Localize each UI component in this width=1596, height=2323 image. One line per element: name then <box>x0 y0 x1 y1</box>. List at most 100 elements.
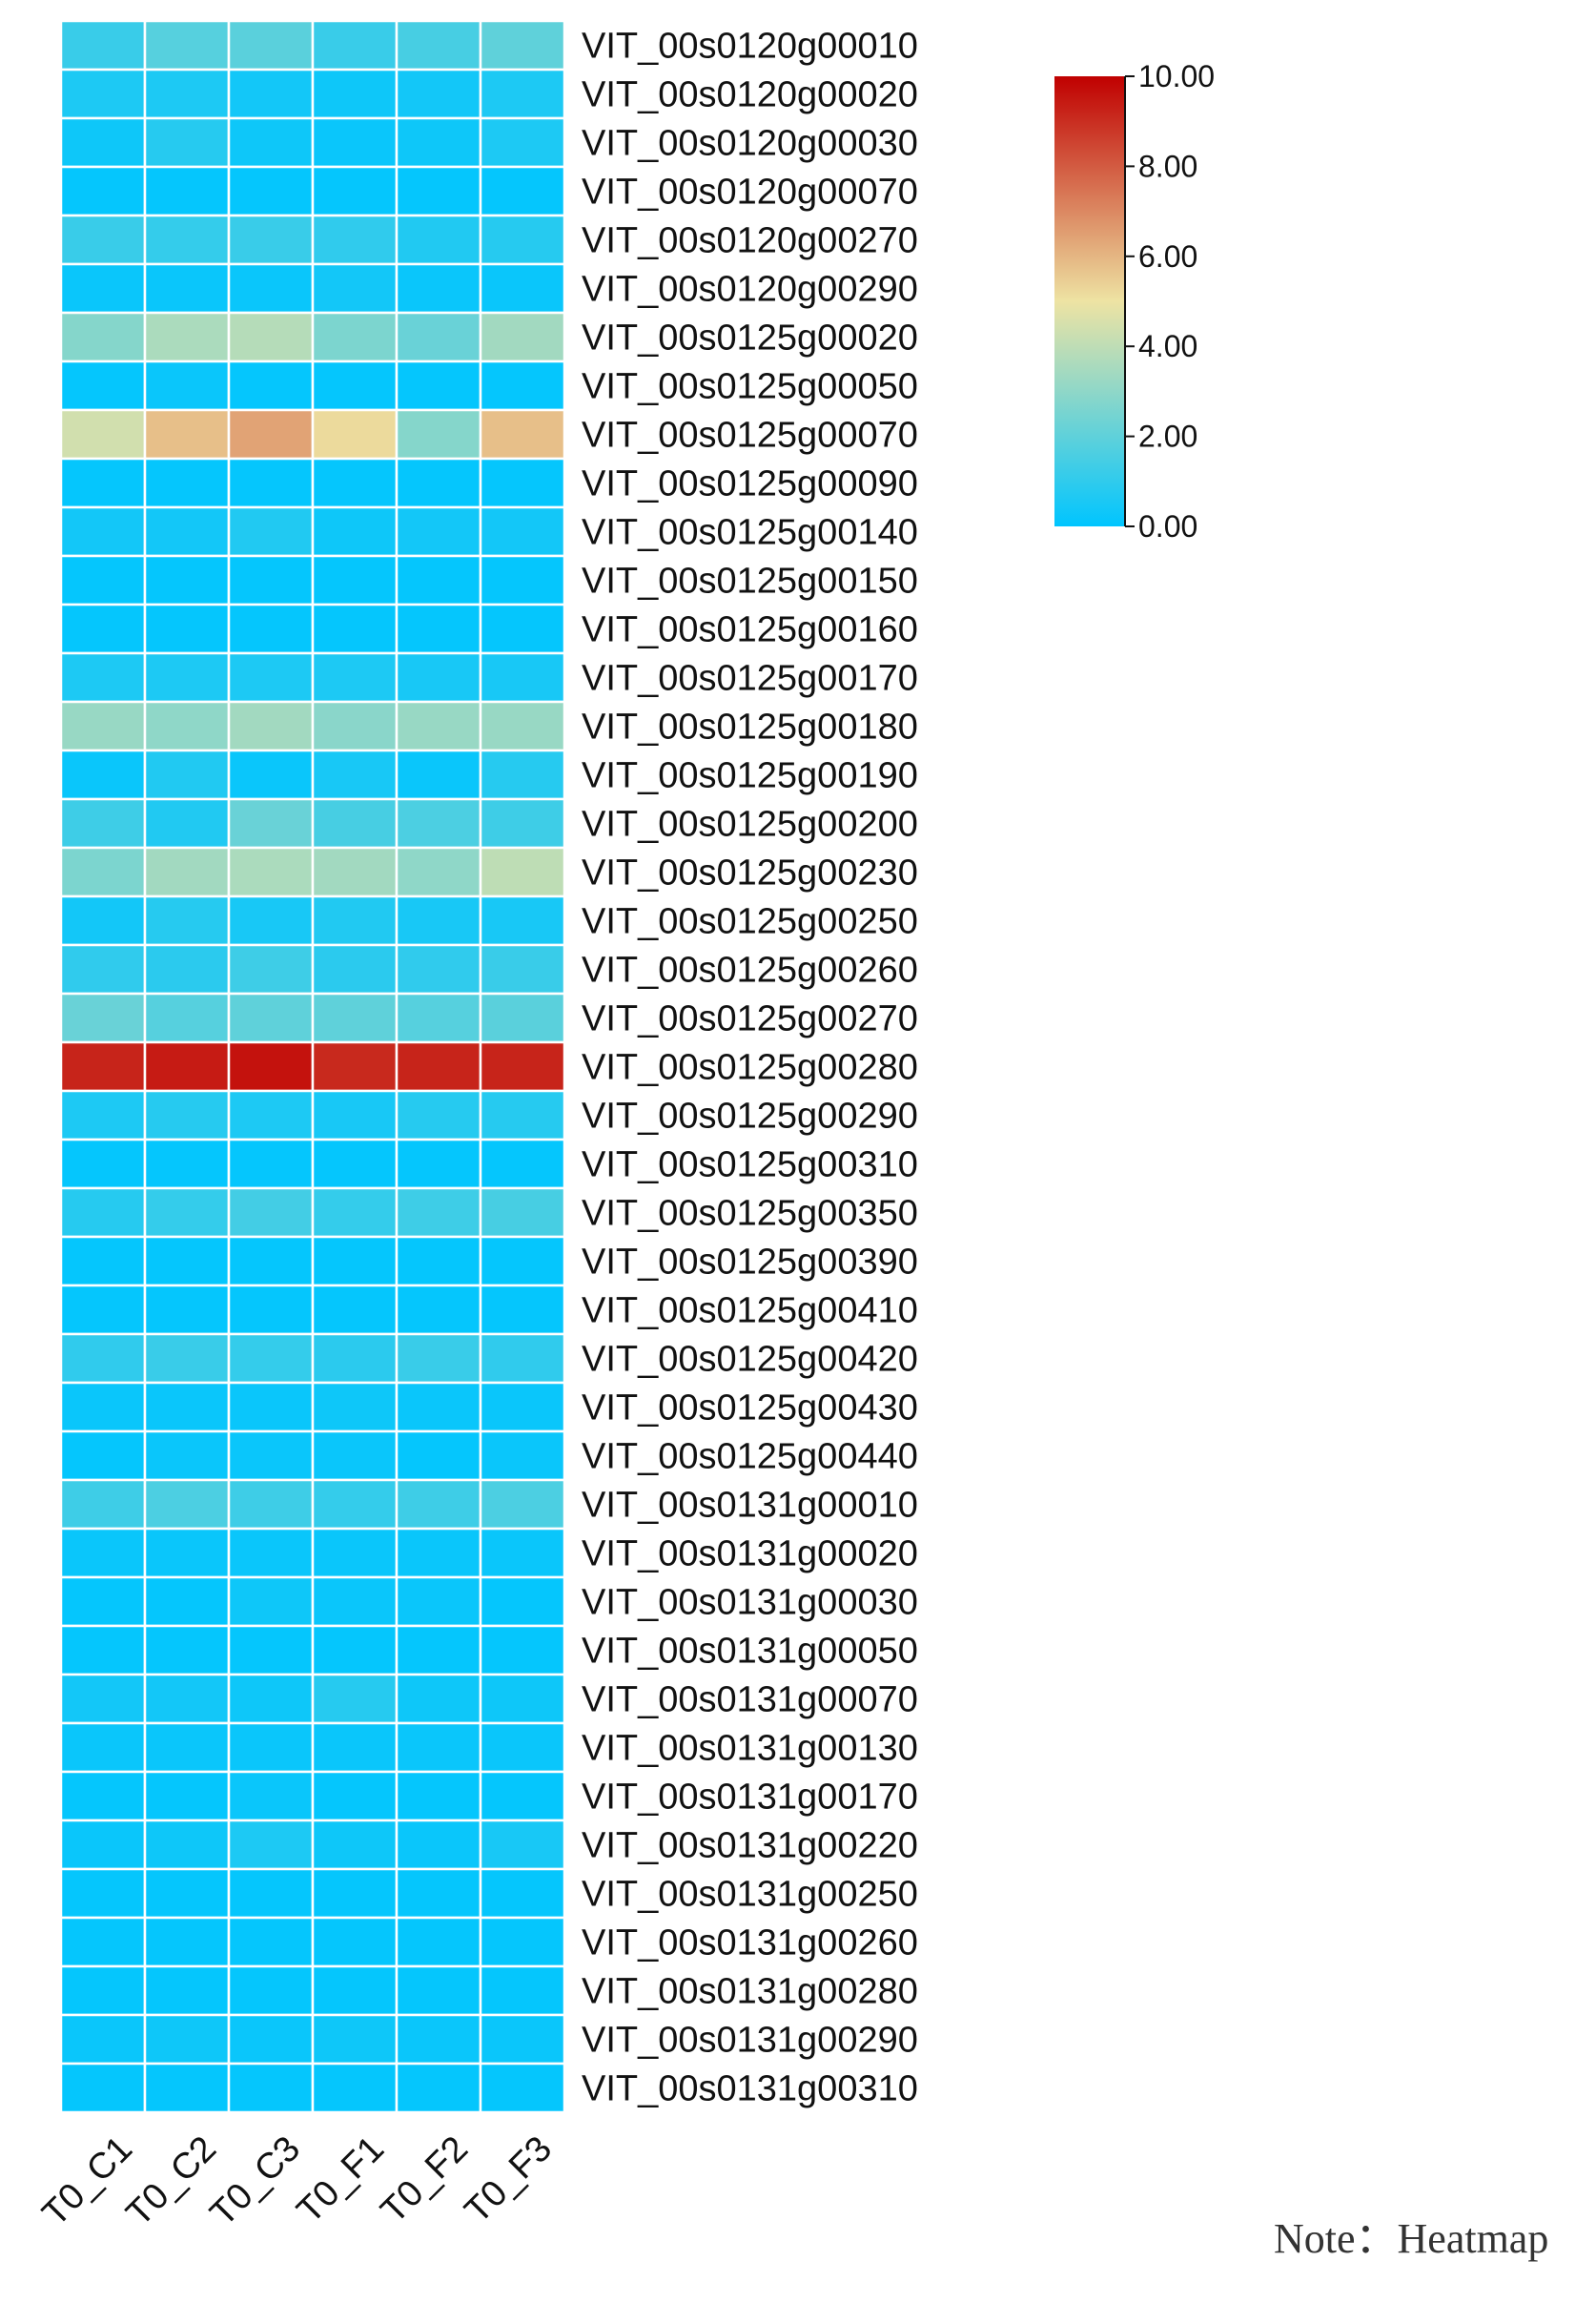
heatmap-cell <box>59 311 147 363</box>
heatmap-cell <box>59 2013 147 2066</box>
heatmap-cell <box>395 1332 482 1385</box>
heatmap-cell <box>311 1964 399 2017</box>
heatmap-cell <box>395 749 482 801</box>
heatmap-cell <box>479 1040 566 1093</box>
heatmap-cell <box>59 262 147 315</box>
column-label: T0_C2 <box>119 2128 224 2233</box>
row-label: VIT_00s0125g00390 <box>582 1243 918 1283</box>
heatmap-cell <box>227 68 315 120</box>
heatmap-cell <box>59 651 147 704</box>
heatmap-cell <box>395 408 482 461</box>
heatmap-cell <box>311 1819 399 1871</box>
heatmap-cell <box>311 311 399 363</box>
heatmap-cell <box>395 457 482 509</box>
heatmap-cell <box>395 214 482 266</box>
column-label: T0_F3 <box>458 2128 560 2230</box>
note-text: Note：Heatmap <box>1274 2215 1548 2262</box>
heatmap-cell <box>143 603 231 655</box>
heatmap-cell <box>479 505 566 558</box>
heatmap-cell <box>227 1624 315 1676</box>
heatmap-cell <box>479 554 566 606</box>
row-label: VIT_00s0131g00020 <box>582 1534 918 1574</box>
heatmap-cell <box>479 992 566 1044</box>
heatmap-cell <box>479 1575 566 1628</box>
heatmap-cell <box>59 846 147 898</box>
row-label: VIT_00s0131g00030 <box>582 1583 918 1623</box>
heatmap-cell <box>395 1964 482 2017</box>
row-label: VIT_00s0131g00050 <box>582 1632 918 1672</box>
heatmap-cell <box>143 1721 231 1774</box>
heatmap-cell <box>59 1721 147 1774</box>
heatmap-cell <box>479 1089 566 1141</box>
heatmap-cell <box>227 1138 315 1190</box>
row-label: VIT_00s0131g00220 <box>582 1826 918 1866</box>
heatmap-cell <box>479 1478 566 1531</box>
heatmap-cell <box>59 1235 147 1287</box>
heatmap-cell <box>395 894 482 947</box>
heatmap-cell <box>59 603 147 655</box>
heatmap-cell <box>479 214 566 266</box>
heatmap-cell <box>311 1235 399 1287</box>
heatmap-cell <box>59 457 147 509</box>
row-label: VIT_00s0131g00280 <box>582 1972 918 2012</box>
heatmap-cell <box>311 1089 399 1141</box>
heatmap-cell <box>479 19 566 72</box>
heatmap-cell <box>479 1284 566 1336</box>
row-label: VIT_00s0120g00010 <box>582 27 918 67</box>
heatmap-cell <box>143 894 231 947</box>
heatmap-cell <box>311 1721 399 1774</box>
heatmap-cell <box>395 603 482 655</box>
heatmap-cell <box>143 1381 231 1433</box>
row-label: VIT_00s0125g00200 <box>582 805 918 845</box>
row-label: VIT_00s0125g00410 <box>582 1291 918 1331</box>
colorbar-tick-label: 8.00 <box>1138 149 1197 183</box>
heatmap-cell <box>227 1964 315 2017</box>
heatmap-cell <box>59 1089 147 1141</box>
heatmap-cell <box>479 116 566 169</box>
colorbar-tick-label: 6.00 <box>1138 239 1197 274</box>
heatmap-cell <box>143 700 231 752</box>
heatmap-cell <box>479 603 566 655</box>
column-label: T0_F2 <box>374 2128 476 2230</box>
heatmap-cell <box>311 1429 399 1482</box>
heatmap-cell <box>311 1575 399 1628</box>
heatmap-cell <box>395 1089 482 1141</box>
heatmap-cell <box>479 797 566 850</box>
colorbar-tick-label: 10.00 <box>1138 59 1215 93</box>
row-label: VIT_00s0125g00160 <box>582 610 918 650</box>
heatmap-cell <box>227 311 315 363</box>
heatmap-cell <box>227 1673 315 1725</box>
heatmap-cell <box>479 1916 566 1968</box>
heatmap-cell <box>143 1575 231 1628</box>
heatmap-cell <box>143 797 231 850</box>
heatmap-cell <box>143 1284 231 1336</box>
heatmap-cell <box>59 1624 147 1676</box>
heatmap-cell <box>143 1916 231 1968</box>
row-label: VIT_00s0125g00070 <box>582 416 918 456</box>
heatmap-cell <box>479 700 566 752</box>
heatmap-cell <box>59 992 147 1044</box>
heatmap-cell <box>143 846 231 898</box>
column-label: T0_C3 <box>203 2128 308 2233</box>
row-label: VIT_00s0120g00070 <box>582 173 918 213</box>
heatmap-cell <box>395 311 482 363</box>
row-label: VIT_00s0125g00290 <box>582 1097 918 1137</box>
heatmap-cell <box>227 165 315 217</box>
heatmap-cell <box>479 1624 566 1676</box>
heatmap-cell <box>143 360 231 412</box>
heatmap-cell <box>311 1478 399 1531</box>
row-label: VIT_00s0120g00290 <box>582 270 918 310</box>
heatmap-cell <box>311 1381 399 1433</box>
heatmap-cell <box>479 360 566 412</box>
heatmap-cell <box>311 1673 399 1725</box>
heatmap-cell <box>395 1770 482 1822</box>
row-label: VIT_00s0131g00290 <box>582 2021 918 2061</box>
heatmap-cell <box>311 1770 399 1822</box>
heatmap-cell <box>395 1624 482 1676</box>
heatmap-cell <box>395 1527 482 1579</box>
heatmap-cell <box>395 797 482 850</box>
row-label: VIT_00s0125g00090 <box>582 464 918 504</box>
heatmap-cell <box>59 1429 147 1482</box>
heatmap-cell <box>227 19 315 72</box>
heatmap-cell <box>227 603 315 655</box>
